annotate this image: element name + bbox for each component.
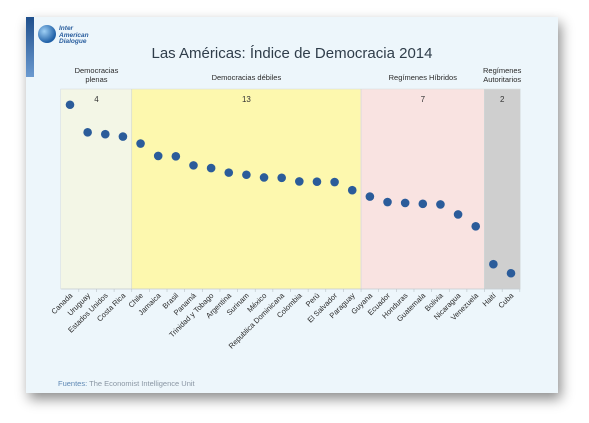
source-note: Fuentes: The Economist Intelligence Unit [58,379,195,388]
category-label: Cuba [496,290,516,310]
data-point [347,185,357,195]
data-point [118,132,128,141]
data-point [295,177,304,186]
data-point [83,128,92,137]
group-count: 2 [500,95,505,104]
data-point [189,161,198,170]
data-point [365,192,375,201]
data-point [100,129,110,139]
data-point [224,168,234,177]
group-band [131,89,362,289]
data-point [418,199,428,209]
group-band [60,89,133,289]
data-point [259,173,269,182]
data-point [453,210,463,219]
data-point [242,170,251,180]
slide: Inter American Dialogue Las Américas: Ín… [26,17,558,393]
inter-american-dialogue-logo: Inter American Dialogue [38,25,108,49]
category-label: Haití [481,290,499,308]
group-count: 7 [421,95,426,104]
group-label: Regímenes [483,66,522,75]
data-point [471,221,481,231]
group-label: Democracias débiles [212,73,282,82]
brand-bar [26,17,34,77]
data-point [277,173,286,183]
data-point [312,177,322,187]
data-point [506,268,516,278]
source-text: The Economist Intelligence Unit [89,379,195,388]
group-band [360,89,486,289]
group-count: 13 [242,95,251,104]
data-point [65,100,75,110]
data-point [489,259,498,269]
data-point [436,200,445,209]
group-band [484,89,521,289]
data-point [171,151,181,161]
data-point [383,197,392,207]
globe-icon [38,25,56,43]
chart-title: Las Américas: Índice de Democracia 2014 [151,45,433,62]
data-point [330,177,339,187]
source-label: Fuentes: [58,379,88,388]
group-label: Regímenes Híbridos [389,73,458,82]
group-count: 4 [94,95,99,104]
data-point [153,151,163,161]
logo-text: Inter American Dialogue [59,25,89,45]
group-label: plenas [85,75,107,84]
data-point [206,163,216,173]
data-point [136,139,145,148]
group-label: Democracias [75,66,119,75]
data-point [400,198,410,208]
group-label: Autoritarios [483,75,521,84]
